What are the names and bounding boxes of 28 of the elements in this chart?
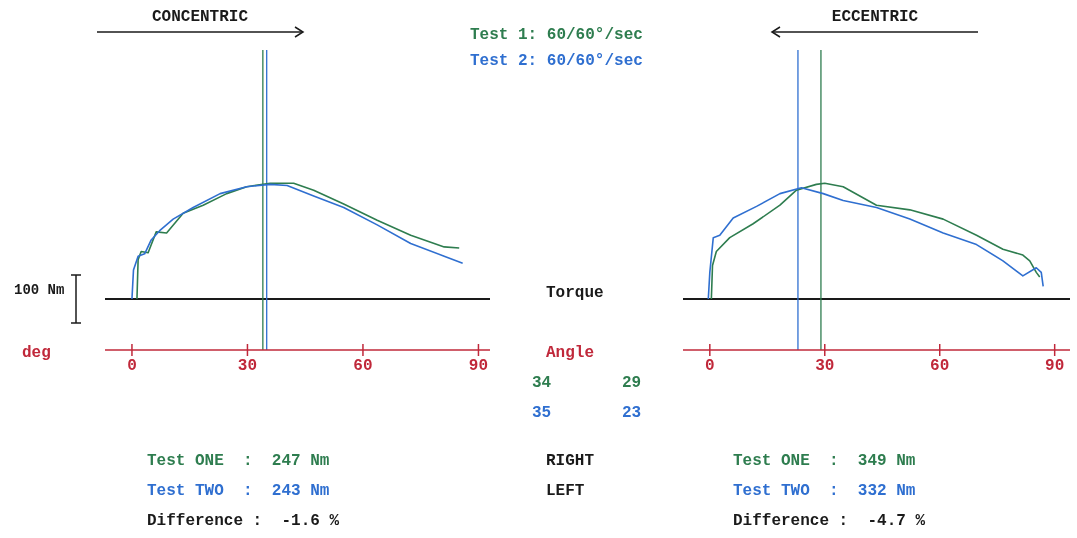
text: Test ONE : 247 Nm [147,452,330,470]
text: Difference : -4.7 % [733,512,926,530]
x-tick-label: 0 [705,357,715,375]
text: Test TWO : 332 Nm [733,482,916,500]
text: Difference : -1.6 % [147,512,340,530]
x-tick-label: 60 [930,357,950,375]
text: Test ONE : 349 Nm [733,452,916,470]
x-tick-label: 60 [353,357,373,375]
x-tick-label: 90 [1045,357,1065,375]
x-tick-label: 0 [127,357,137,375]
chart-title: CONCENTRIC [151,8,249,26]
x-axis-title: deg [22,344,51,362]
text: RIGHT [546,452,595,470]
text: LEFT [546,482,585,500]
x-tick-label: 30 [237,357,258,375]
text: Test 1: 60/60°/sec [470,25,643,46]
text: Test TWO : 243 Nm [147,482,330,500]
text: 100 Nm [14,282,66,298]
x-tick-label: 30 [815,357,835,375]
text: 23 [622,404,642,422]
text: 35 [532,404,552,422]
text: Angle [546,344,595,362]
text: Test 2: 60/60°/sec [470,51,643,72]
text: 34 [532,374,552,392]
x-tick-label: 90 [468,357,489,375]
text: 29 [622,374,642,392]
text: Torque [546,284,604,302]
chart-title: ECCENTRIC [830,8,920,26]
